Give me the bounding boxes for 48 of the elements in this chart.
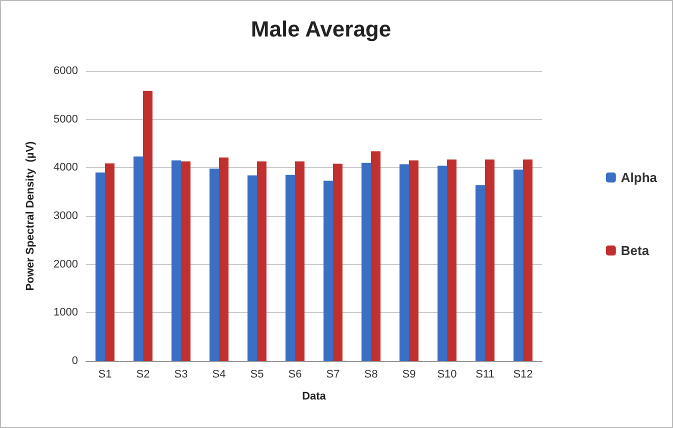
bar [172, 160, 181, 361]
y-tick-label: 5000 [54, 113, 78, 126]
bar [476, 185, 485, 361]
bar [324, 180, 333, 361]
bar [485, 159, 494, 361]
x-tick-label: S9 [402, 368, 416, 380]
bar [514, 170, 523, 361]
chart-title: Male Average [250, 16, 392, 42]
y-tick-label: 4000 [54, 162, 78, 174]
y-tick-label: 6000 [54, 65, 78, 77]
bar [96, 172, 105, 361]
bar [400, 164, 409, 361]
x-tick-label: S5 [250, 368, 264, 380]
bar [523, 159, 532, 361]
bar [219, 158, 228, 361]
bar [438, 166, 447, 361]
bar [295, 161, 304, 361]
bar [210, 168, 219, 361]
bar [409, 160, 418, 361]
x-axis-title: Data [302, 390, 327, 402]
bar [371, 151, 380, 361]
bar [257, 161, 266, 361]
x-tick-label: S4 [212, 368, 226, 380]
bar [105, 163, 114, 361]
x-tick-label: S10 [437, 368, 457, 380]
x-tick-label: S3 [174, 368, 188, 380]
y-tick-label: 2000 [54, 258, 78, 270]
y-tick-label: 0 [72, 355, 78, 367]
x-tick-label: S6 [288, 368, 302, 380]
x-tick-label: S11 [476, 368, 494, 380]
x-tick-label: S12 [513, 368, 533, 380]
y-tick-label: 1000 [54, 306, 78, 319]
bar [362, 162, 371, 361]
bar [333, 164, 342, 361]
bar [286, 174, 295, 361]
legend-label: Beta [620, 243, 650, 258]
x-tick-label: S1 [98, 368, 112, 380]
bar [143, 90, 152, 361]
bar [181, 161, 190, 361]
bar [134, 156, 143, 361]
bar [248, 175, 257, 361]
x-tick-label: S8 [364, 368, 378, 380]
y-axis-title: Power Spectral Density (µV) [24, 140, 36, 291]
x-tick-label: S2 [136, 368, 150, 380]
bar [447, 159, 456, 361]
x-tick-label: S7 [326, 368, 340, 380]
legend-label: Alpha [620, 170, 658, 185]
y-tick-label: 3000 [54, 210, 78, 222]
